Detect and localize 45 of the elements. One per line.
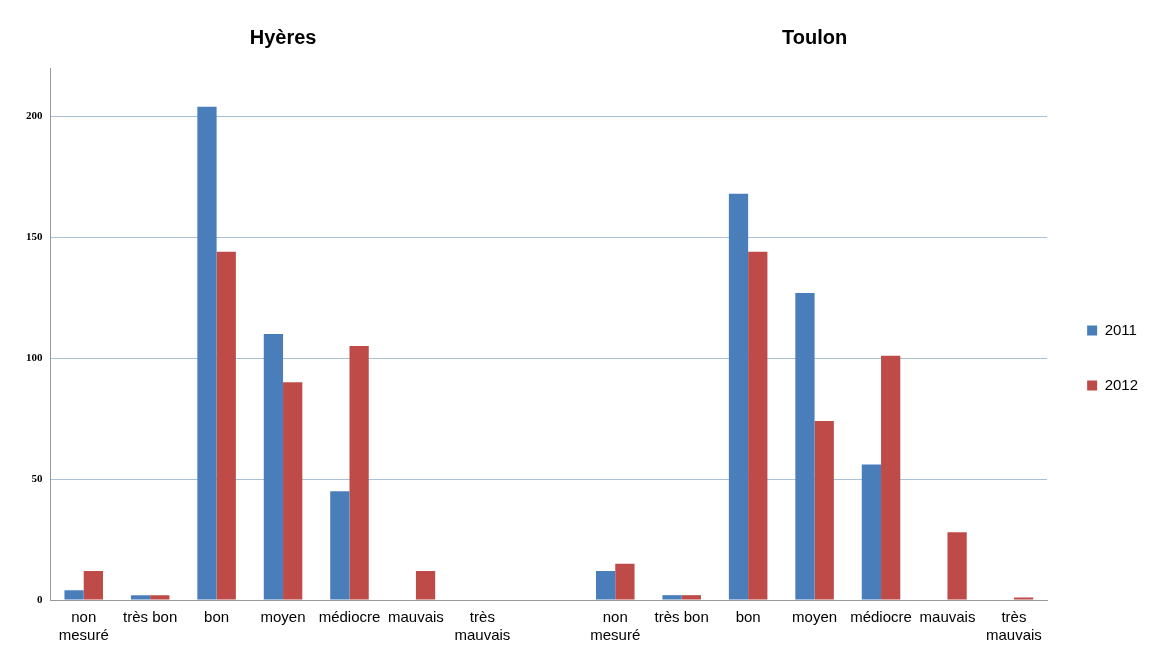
bar (748, 251, 768, 600)
x-tick-label: médiocre (318, 608, 381, 626)
bar (881, 355, 901, 600)
bar (216, 251, 236, 600)
y-tick-label: 150 (26, 230, 43, 243)
bar (814, 421, 834, 600)
x-tick-label: non mesuré (590, 608, 641, 644)
x-tick-label: bon (204, 608, 230, 626)
x-tick-label: bon (735, 608, 761, 626)
bar (861, 464, 882, 600)
bar (795, 292, 815, 600)
y-tick-label: 200 (26, 109, 43, 122)
bar (130, 595, 151, 600)
legend-label: 2011 (1104, 320, 1137, 338)
bar (330, 491, 350, 600)
bar (150, 595, 170, 600)
bar (728, 193, 749, 600)
x-tick-label: très bon (123, 608, 178, 626)
text: Hyères (249, 25, 317, 48)
legend-label: 2012 (1104, 375, 1139, 393)
y-tick-label: 100 (26, 351, 43, 364)
x-tick-label: moyen (260, 608, 306, 626)
bar (947, 532, 967, 600)
bar (263, 334, 284, 600)
bar (615, 563, 635, 600)
bar (83, 570, 103, 600)
x-tick-label: mauvais (919, 608, 976, 626)
x-tick-label: très mauvais (454, 608, 511, 644)
x-tick-label: très bon (654, 608, 709, 626)
bar (662, 595, 682, 600)
text: Toulon (782, 25, 848, 48)
x-tick-label: mauvais (388, 608, 444, 626)
bar (595, 570, 616, 600)
bar (415, 570, 436, 600)
bar (283, 382, 303, 600)
bar (681, 595, 701, 600)
x-tick-label: médiocre (850, 608, 912, 626)
bar (349, 346, 369, 600)
x-tick-label: non mesuré (58, 608, 109, 644)
x-tick-label: moyen (792, 608, 838, 626)
bar (64, 590, 84, 600)
x-tick-label: très mauvais (985, 608, 1042, 644)
y-tick-label: 50 (31, 471, 43, 484)
y-tick-label: 0 (37, 592, 43, 605)
bar (197, 106, 217, 600)
